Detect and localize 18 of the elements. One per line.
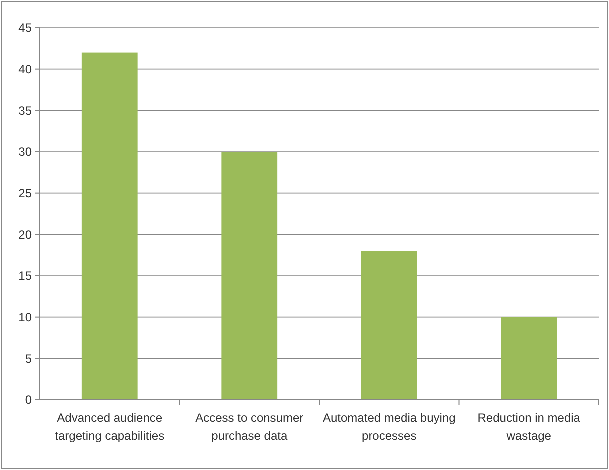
x-tick-label: Automated media buying processes [323,411,456,443]
y-tick-label: 10 [18,310,32,325]
y-tick-label: 45 [18,21,32,36]
y-tick-label: 25 [18,186,32,201]
y-tick-label: 5 [25,352,32,366]
bar [501,317,558,400]
y-tick-label: 35 [18,104,32,118]
y-tick-label: 0 [25,393,32,408]
x-tick-label: Reduction in media wastage [478,411,581,443]
x-tick-label: Access to consumer purchase data [196,411,304,443]
y-tick-label: 30 [18,145,32,160]
bar [82,52,138,400]
y-tick-label: 40 [18,62,32,77]
x-tick-label: Advanced audience targeting capabilities [55,411,165,443]
bar [222,152,278,400]
y-tick-label: 20 [18,228,32,242]
bar [361,251,418,400]
y-tick-label: 15 [18,269,32,284]
